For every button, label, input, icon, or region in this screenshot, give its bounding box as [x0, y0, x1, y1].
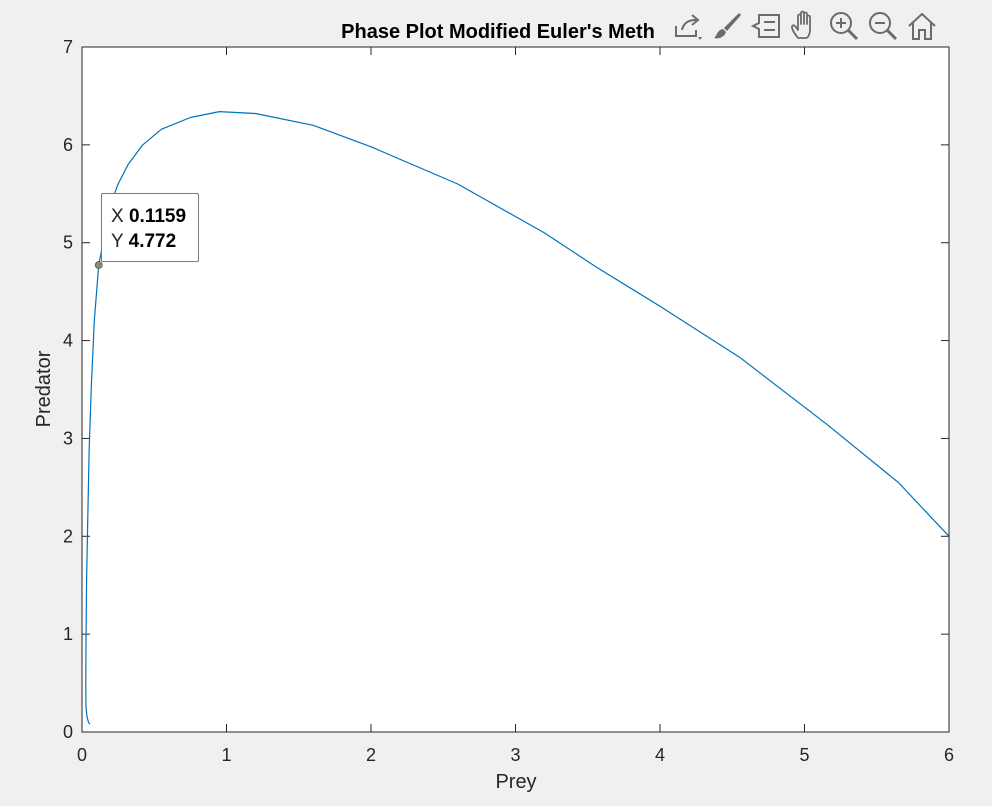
axes-background[interactable]: [82, 47, 949, 732]
zoom-in-icon: [830, 12, 859, 41]
data-tip-x-value: 0.1159: [128, 206, 187, 227]
data-tips-button[interactable]: [748, 8, 784, 44]
pan-icon: [791, 10, 811, 39]
export-icon: [675, 14, 702, 40]
y-tick-label: 0: [63, 722, 73, 742]
data-tip-y-row: Y 4.772: [111, 229, 198, 254]
data-tip-y-label: Y: [111, 231, 124, 252]
y-axis-label: Predator: [33, 350, 55, 427]
x-axis-label: Prey: [495, 771, 536, 793]
y-tick-label: 3: [63, 428, 73, 448]
export-button[interactable]: [670, 8, 706, 44]
zoom-in-button[interactable]: [826, 8, 862, 44]
plot-area: [85, 111, 950, 725]
x-tick-label: 3: [510, 745, 520, 765]
y-tick-label: 4: [63, 331, 73, 351]
data-tips-icon: [750, 14, 780, 38]
data-tip-marker[interactable]: [94, 261, 103, 269]
x-tick-label: 6: [944, 745, 954, 765]
x-tick-label: 2: [366, 745, 376, 765]
y-tick-label: 7: [63, 37, 73, 57]
brush-icon: [714, 13, 741, 39]
x-tick-label: 1: [221, 745, 231, 765]
y-tick-label: 5: [63, 233, 73, 253]
zoom-out-button[interactable]: [865, 8, 901, 44]
home-button[interactable]: [904, 8, 940, 44]
home-icon: [908, 12, 936, 40]
y-tick-label: 2: [63, 526, 73, 546]
x-tick-label: 5: [799, 745, 809, 765]
y-tick-label: 1: [63, 624, 73, 644]
x-tick-label: 4: [655, 745, 665, 765]
data-tip-y-value: 4.772: [128, 231, 177, 252]
x-tick-label: 0: [77, 745, 87, 765]
chart-title: Phase Plot Modified Euler's Meth: [341, 21, 655, 43]
axes-box: [81, 46, 950, 733]
zoom-out-icon: [869, 12, 898, 41]
brush-button[interactable]: [709, 8, 745, 44]
axes-toolbar: [670, 6, 940, 46]
pan-button[interactable]: [787, 8, 823, 44]
y-tick-label: 6: [63, 135, 73, 155]
data-tip-x-row: X 0.1159: [111, 204, 198, 229]
data-tip[interactable]: X 0.1159 Y 4.772: [101, 193, 199, 262]
tick-labels: 0 1 2 3 4 5 6 0 1 2 3 4 5 6 7: [63, 37, 954, 765]
data-tip-x-label: X: [111, 206, 124, 227]
series-line[interactable]: [85, 111, 950, 725]
